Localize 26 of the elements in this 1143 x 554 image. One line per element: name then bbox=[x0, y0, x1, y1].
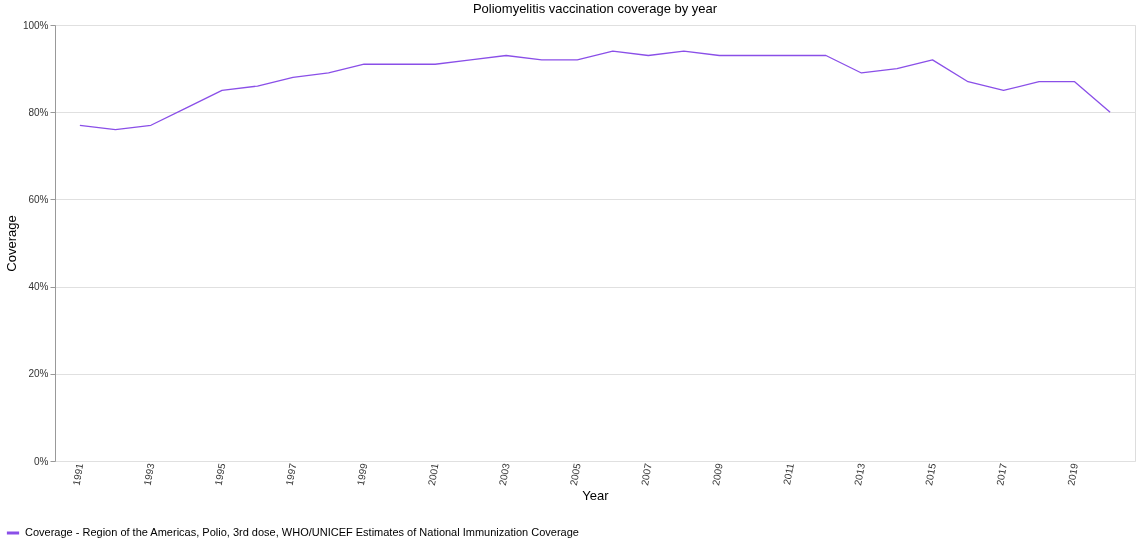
x-tick-label: 1997 bbox=[283, 462, 299, 487]
y-tick-label: 100% bbox=[22, 19, 49, 31]
x-tick-label: 2005 bbox=[567, 462, 583, 487]
x-tick-label: 1993 bbox=[141, 462, 157, 487]
x-tick-label: 1999 bbox=[354, 462, 370, 487]
x-tick-label: 2011 bbox=[781, 462, 796, 486]
x-tick-label: 2015 bbox=[923, 462, 938, 487]
chart-title: Poliomyelitis vaccination coverage by year bbox=[472, 1, 718, 16]
x-tick-label: 2013 bbox=[852, 462, 867, 487]
y-tick-label: 80% bbox=[28, 106, 49, 118]
x-tick-label: 2001 bbox=[425, 462, 441, 487]
y-tick-label: 20% bbox=[28, 368, 49, 380]
y-tick-label: 60% bbox=[28, 193, 49, 205]
x-tick-label: 1991 bbox=[70, 462, 86, 487]
line-series bbox=[79, 50, 1111, 131]
y-tick-label: 40% bbox=[28, 281, 49, 293]
y-tick-label: 0% bbox=[34, 455, 49, 467]
x-tick-label: 2007 bbox=[639, 462, 654, 487]
x-tick-label: 2019 bbox=[1065, 462, 1081, 487]
y-axis-title: Coverage bbox=[3, 215, 19, 272]
legend-label: Coverage - Region of the Americas, Polio, 3rd dose, WHO/UNICEF Estimates of National Immunization Coverage bbox=[25, 526, 579, 538]
x-tick-label: 2017 bbox=[994, 462, 1010, 487]
x-tick-label: 2009 bbox=[710, 462, 725, 487]
x-tick-label: 1995 bbox=[212, 462, 228, 487]
x-tick-label: 2003 bbox=[496, 462, 512, 487]
x-axis-title: Year bbox=[582, 488, 610, 504]
